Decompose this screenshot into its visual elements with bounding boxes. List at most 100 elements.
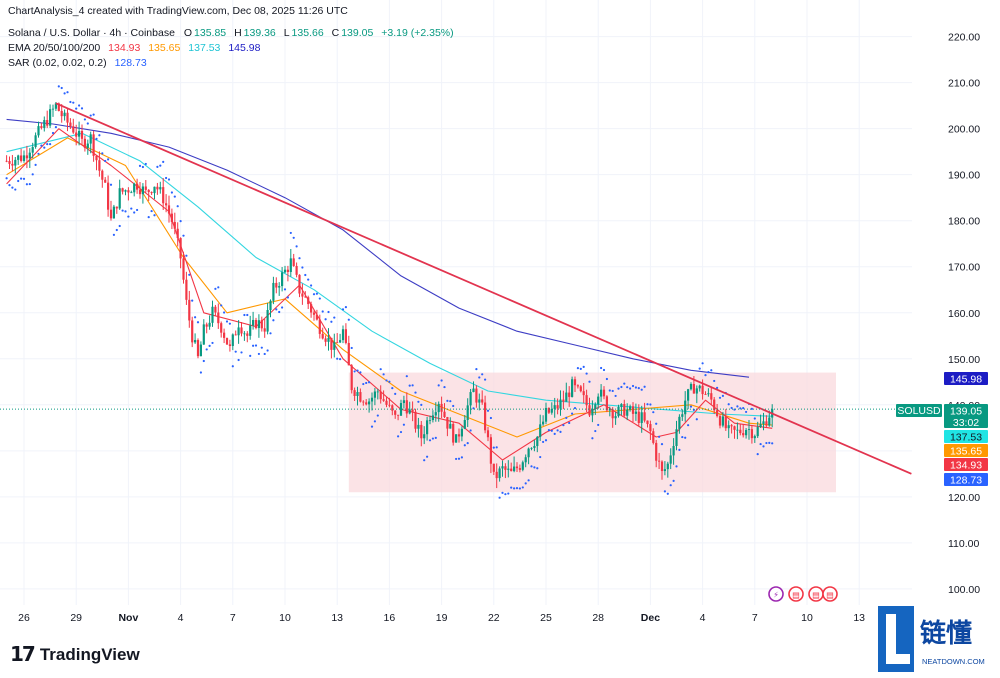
candle-body bbox=[170, 213, 173, 222]
candle-body bbox=[753, 436, 756, 439]
event-marker-glyph: ▤ bbox=[792, 591, 800, 600]
candle-body bbox=[83, 138, 86, 148]
price-badge-text: 137.53 bbox=[950, 432, 982, 444]
sar-dot bbox=[121, 209, 124, 212]
ema-line bbox=[6, 132, 773, 417]
sar-dot bbox=[501, 491, 504, 494]
sar-dot bbox=[568, 421, 571, 425]
sar-dot bbox=[658, 435, 661, 438]
candle-body bbox=[205, 324, 208, 327]
candle-body bbox=[199, 344, 202, 357]
sar-dot bbox=[318, 297, 321, 300]
event-marker-icon[interactable] bbox=[822, 586, 838, 602]
time-tick-label: 10 bbox=[801, 612, 813, 624]
sar-dot bbox=[582, 365, 585, 368]
sar-dot bbox=[585, 372, 588, 375]
sar-dot bbox=[623, 382, 626, 385]
price-badge-text: 145.98 bbox=[950, 374, 982, 386]
sar-dot bbox=[388, 380, 391, 383]
candle-body bbox=[20, 155, 23, 161]
candle-body bbox=[37, 126, 40, 136]
sar-dot bbox=[704, 374, 707, 377]
candle-body bbox=[437, 403, 440, 413]
candle-body bbox=[356, 392, 359, 396]
candle-body bbox=[768, 417, 771, 426]
symbol-legend[interactable]: Solana / U.S. Dollar · 4h · Coinbase O 13… bbox=[8, 27, 456, 39]
candle-body bbox=[550, 408, 553, 413]
price-tick-label: 220.00 bbox=[948, 32, 980, 44]
time-tick-label: 28 bbox=[592, 612, 604, 624]
sar-dot bbox=[484, 378, 487, 381]
candle-body bbox=[368, 401, 371, 405]
time-axis[interactable]: 26 29 Nov 4 7 10 13 16 19 22 25 28 Dec 4 7 10 13 bbox=[18, 612, 865, 624]
sar-dot bbox=[463, 444, 466, 447]
sar-dot bbox=[252, 344, 255, 347]
candle-body bbox=[733, 426, 736, 430]
candle-body bbox=[240, 327, 243, 334]
candle-body bbox=[663, 469, 666, 472]
sar-dot bbox=[556, 429, 559, 432]
candle-body bbox=[17, 155, 20, 160]
ema-legend[interactable]: EMA 20/50/100/200 134.93 135.65 137.53 1… bbox=[8, 42, 262, 54]
candle-body bbox=[730, 425, 733, 427]
sar-dot bbox=[104, 159, 107, 163]
sar-dot bbox=[605, 377, 609, 381]
candle-body bbox=[553, 405, 556, 409]
trendline[interactable] bbox=[55, 102, 912, 475]
candle-body bbox=[600, 389, 603, 397]
sar-dot bbox=[240, 351, 243, 354]
time-tick-label: 4 bbox=[178, 612, 184, 624]
ema-line bbox=[6, 137, 773, 438]
candle-body bbox=[495, 471, 498, 479]
sar-dot bbox=[109, 183, 113, 186]
sar-dot bbox=[542, 440, 545, 444]
price-axis[interactable]: 100.00110.00120.00130.00140.00150.00160.… bbox=[948, 32, 980, 596]
sar-dot bbox=[634, 386, 638, 389]
candle-body bbox=[521, 462, 524, 470]
event-marker-icon[interactable] bbox=[768, 586, 784, 602]
candle-body bbox=[544, 407, 548, 422]
sar-legend[interactable]: SAR (0.02, 0.02, 0.2) 128.73 bbox=[8, 57, 149, 69]
open-value: 135.85 bbox=[194, 27, 227, 39]
sar-dot bbox=[394, 392, 397, 395]
sar-dot bbox=[5, 177, 8, 180]
creator-text: ChartAnalysis_4 created with TradingView… bbox=[8, 5, 348, 17]
sar-dot bbox=[742, 407, 745, 410]
candle-body bbox=[202, 324, 205, 345]
candle-body bbox=[191, 320, 194, 343]
candle-body bbox=[370, 397, 374, 402]
time-tick-label: Dec bbox=[641, 612, 660, 624]
tradingview-logo[interactable]: 𝟭𝟳 TradingView bbox=[10, 642, 140, 667]
candlesticks[interactable] bbox=[5, 102, 774, 489]
sar-dot bbox=[762, 445, 765, 448]
sar-dot bbox=[28, 182, 31, 186]
sar-dot bbox=[533, 466, 536, 469]
sar-dot bbox=[281, 306, 284, 309]
event-markers[interactable]: ⚡ ▤ ▤ ▤ bbox=[768, 586, 838, 602]
candle-body bbox=[568, 392, 571, 397]
candle-body bbox=[434, 412, 437, 416]
candle-body bbox=[49, 109, 52, 126]
sar-dot bbox=[266, 349, 269, 352]
sar-dot bbox=[11, 186, 14, 189]
sar-dot bbox=[646, 403, 649, 406]
sar-dot bbox=[295, 245, 298, 248]
sar-dot bbox=[95, 137, 98, 140]
sar-dot bbox=[136, 208, 139, 212]
candle-body bbox=[762, 421, 765, 425]
sar-dot bbox=[643, 385, 646, 388]
sar-dot bbox=[350, 346, 353, 350]
sar-dot bbox=[225, 320, 229, 323]
time-tick-label: 22 bbox=[488, 612, 500, 624]
candle-body bbox=[634, 411, 637, 414]
sar-dot bbox=[460, 456, 463, 459]
candle-body bbox=[431, 415, 434, 421]
candle-body bbox=[78, 130, 81, 137]
sar-dot bbox=[249, 354, 252, 357]
sar-dot bbox=[452, 404, 455, 408]
event-marker-icon[interactable] bbox=[788, 586, 804, 602]
sar-dot bbox=[652, 411, 655, 414]
sar-dot bbox=[399, 430, 403, 434]
sar-dot bbox=[513, 487, 516, 490]
